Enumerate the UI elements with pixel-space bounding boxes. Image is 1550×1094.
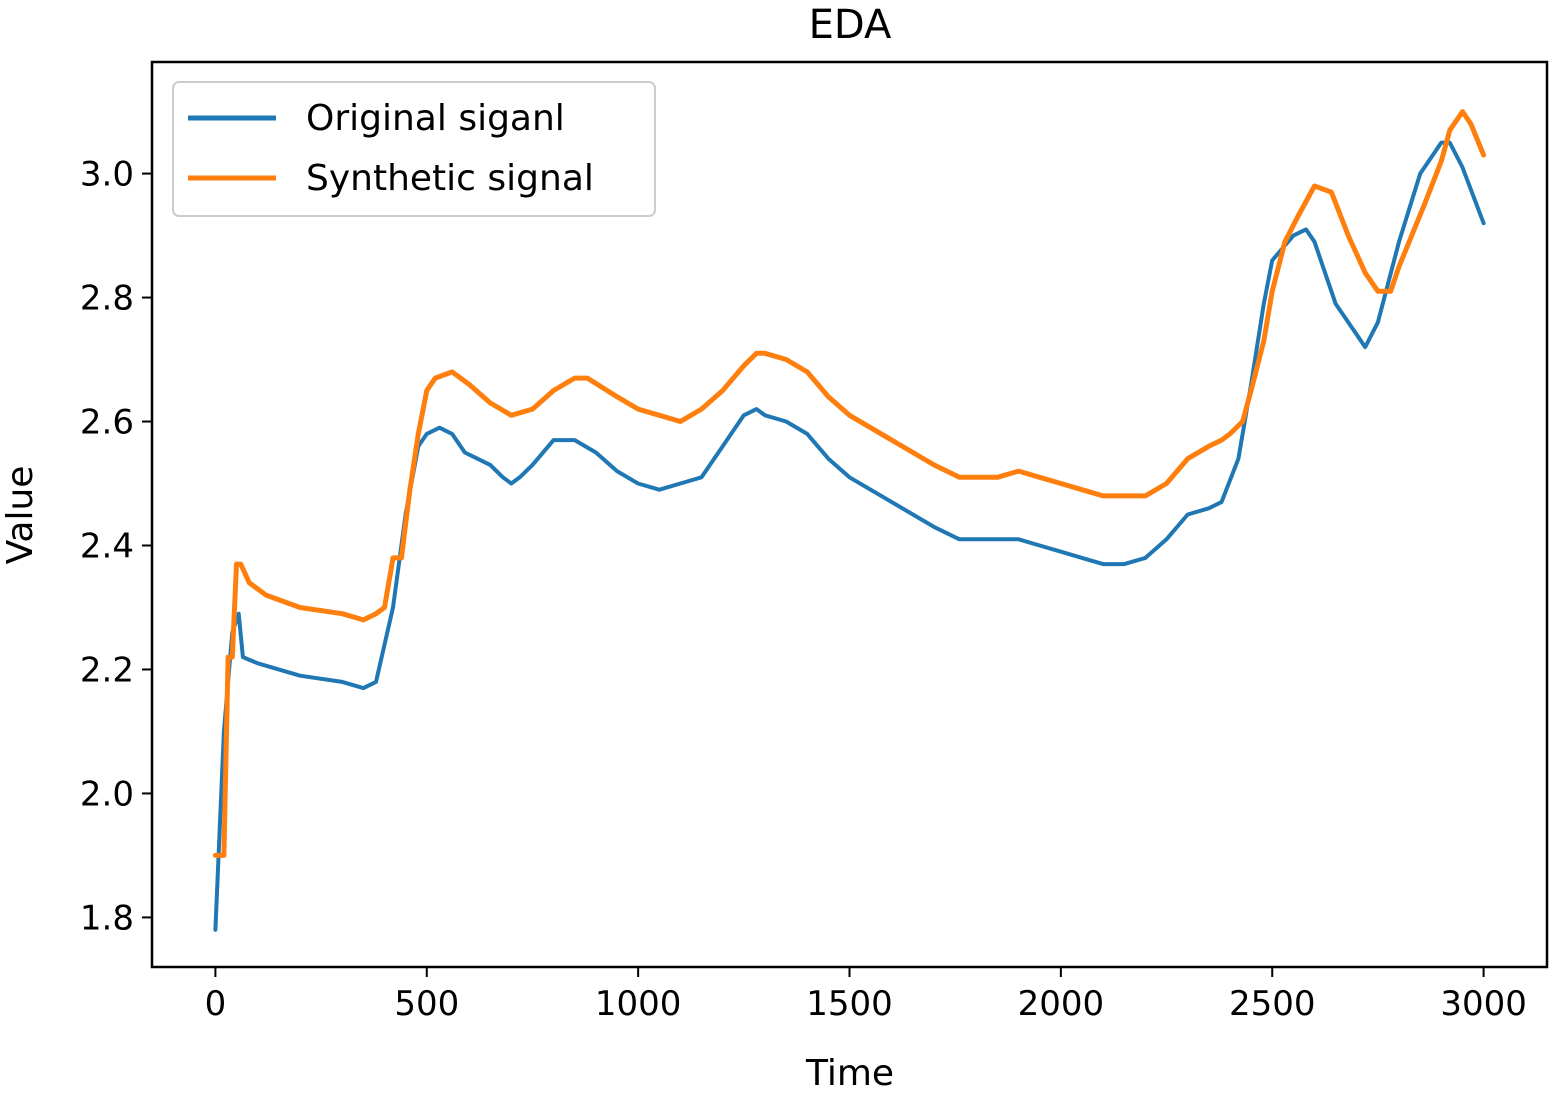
series-line-2 [212, 109, 1487, 858]
legend-label-1: Original siganl [306, 98, 565, 139]
x-tick-label: 1500 [806, 984, 893, 1024]
y-tick-label: 2.8 [80, 279, 134, 319]
x-tick-label: 2000 [1018, 984, 1105, 1024]
chart-title: EDA [809, 2, 892, 48]
series-layer [212, 109, 1487, 932]
y-tick-label: 2.2 [80, 650, 134, 690]
legend: Original siganl Synthetic signal [172, 81, 656, 217]
x-tick-label: 500 [394, 984, 459, 1024]
y-axis-title: Value [0, 466, 41, 565]
y-tick-label: 2.0 [80, 774, 134, 814]
y-tick-label: 2.6 [80, 403, 134, 443]
y-tick-label: 1.8 [80, 898, 134, 938]
y-tick-label: 3.0 [80, 155, 134, 195]
legend-box [172, 81, 656, 217]
x-tick-label: 2500 [1229, 984, 1316, 1024]
x-tick-label: 3000 [1440, 984, 1527, 1024]
y-axis: 1.8 2.0 2.2 2.4 2.6 2.8 3.0 [80, 155, 152, 938]
x-tick-label: 0 [205, 984, 227, 1024]
legend-label-2: Synthetic signal [306, 158, 594, 199]
x-tick-label: 1000 [595, 984, 682, 1024]
y-tick-label: 2.4 [80, 526, 134, 566]
x-axis-title: Time [805, 1053, 894, 1094]
x-axis: 0 500 1000 1500 2000 2500 3000 [205, 967, 1527, 1024]
